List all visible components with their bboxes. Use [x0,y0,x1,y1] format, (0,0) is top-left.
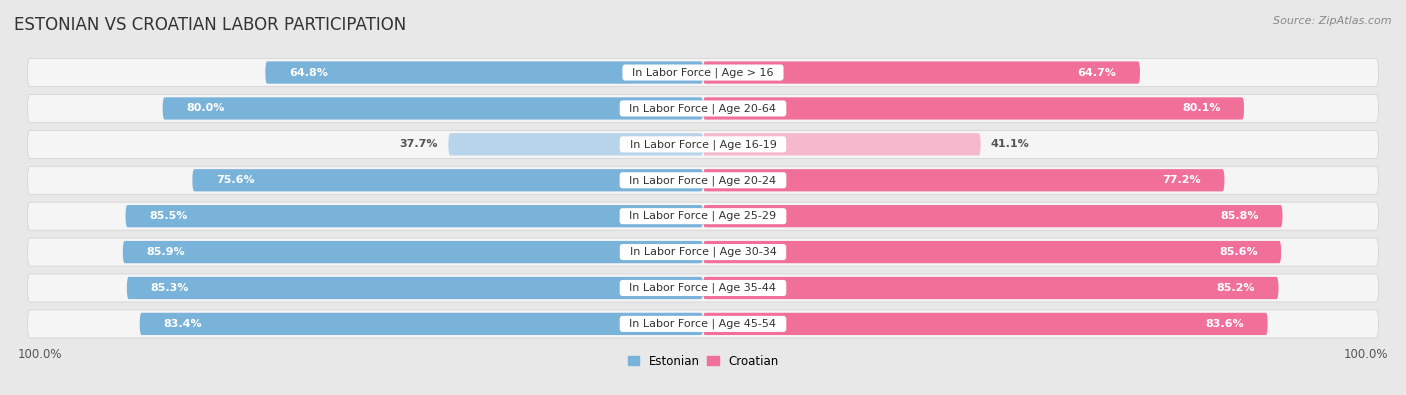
FancyBboxPatch shape [266,61,703,84]
FancyBboxPatch shape [703,277,1278,299]
Text: 85.6%: 85.6% [1219,247,1257,257]
FancyBboxPatch shape [28,202,1378,230]
Text: 77.2%: 77.2% [1163,175,1201,185]
FancyBboxPatch shape [703,133,980,156]
Text: 80.1%: 80.1% [1182,103,1220,113]
Text: In Labor Force | Age 25-29: In Labor Force | Age 25-29 [623,211,783,222]
FancyBboxPatch shape [703,61,1140,84]
Text: In Labor Force | Age > 16: In Labor Force | Age > 16 [626,67,780,78]
Legend: Estonian, Croatian: Estonian, Croatian [626,352,780,370]
FancyBboxPatch shape [703,241,1281,263]
Text: 85.8%: 85.8% [1220,211,1258,221]
Text: 85.5%: 85.5% [149,211,187,221]
Text: In Labor Force | Age 45-54: In Labor Force | Age 45-54 [623,319,783,329]
Text: 37.7%: 37.7% [399,139,439,149]
FancyBboxPatch shape [28,238,1378,266]
Text: In Labor Force | Age 35-44: In Labor Force | Age 35-44 [623,283,783,293]
Text: In Labor Force | Age 16-19: In Labor Force | Age 16-19 [623,139,783,150]
Text: 83.4%: 83.4% [163,319,202,329]
Text: In Labor Force | Age 20-24: In Labor Force | Age 20-24 [623,175,783,186]
FancyBboxPatch shape [125,205,703,227]
Text: 64.8%: 64.8% [290,68,328,77]
FancyBboxPatch shape [703,97,1244,120]
FancyBboxPatch shape [703,169,1225,192]
FancyBboxPatch shape [449,133,703,156]
FancyBboxPatch shape [28,130,1378,158]
FancyBboxPatch shape [28,58,1378,87]
FancyBboxPatch shape [28,274,1378,302]
FancyBboxPatch shape [122,241,703,263]
Text: 80.0%: 80.0% [186,103,225,113]
FancyBboxPatch shape [28,310,1378,338]
Text: 64.7%: 64.7% [1077,68,1116,77]
FancyBboxPatch shape [703,313,1268,335]
Text: 85.2%: 85.2% [1216,283,1254,293]
Text: 75.6%: 75.6% [217,175,254,185]
Text: 100.0%: 100.0% [1344,348,1389,361]
Text: ESTONIAN VS CROATIAN LABOR PARTICIPATION: ESTONIAN VS CROATIAN LABOR PARTICIPATION [14,16,406,34]
FancyBboxPatch shape [193,169,703,192]
Text: In Labor Force | Age 20-64: In Labor Force | Age 20-64 [623,103,783,114]
Text: Source: ZipAtlas.com: Source: ZipAtlas.com [1274,16,1392,26]
Text: 85.3%: 85.3% [150,283,188,293]
FancyBboxPatch shape [127,277,703,299]
FancyBboxPatch shape [28,94,1378,122]
Text: 41.1%: 41.1% [991,139,1029,149]
Text: 100.0%: 100.0% [17,348,62,361]
FancyBboxPatch shape [139,313,703,335]
Text: In Labor Force | Age 30-34: In Labor Force | Age 30-34 [623,247,783,257]
Text: 83.6%: 83.6% [1205,319,1244,329]
FancyBboxPatch shape [703,205,1282,227]
Text: 85.9%: 85.9% [146,247,186,257]
FancyBboxPatch shape [163,97,703,120]
FancyBboxPatch shape [28,166,1378,194]
